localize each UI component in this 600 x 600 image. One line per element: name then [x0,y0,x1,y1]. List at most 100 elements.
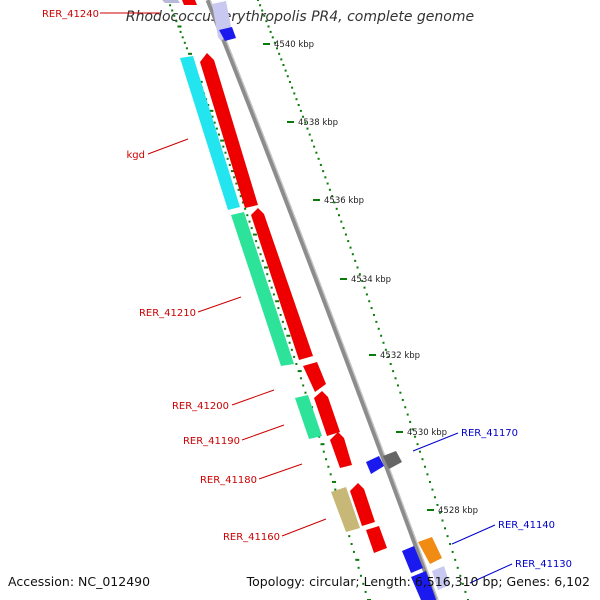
inner-ring-dot [217,133,220,136]
inner-ring-dot [270,286,273,289]
accession-label: Accession: NC_012490 [8,574,151,589]
inner-ring-dot [248,220,251,223]
inner-ring-dot [268,279,271,282]
outer-ring-dot [291,86,294,89]
outer-ring-dot [358,273,361,276]
inner-ring-dot [352,550,355,553]
gene-arrow[interactable] [295,395,322,439]
gene-arrow[interactable] [180,56,240,210]
gene-label[interactable]: RER_41200 [172,401,229,412]
gene-arrow[interactable] [366,456,384,474]
inner-ring-dot [293,355,296,358]
gene-label[interactable]: kgd [127,150,146,161]
gene-label[interactable]: RER_41180 [200,475,257,486]
inner-ring-dot [325,458,328,461]
outer-ring-dot [382,341,385,344]
gene-arrow[interactable] [162,0,180,3]
inner-ring-dot [179,30,182,33]
outer-ring-dot [419,450,422,453]
outer-ring-dot [315,151,318,154]
outer-ring-dot [365,293,368,296]
genome-backbone [205,0,439,600]
gene-arrow[interactable] [231,212,294,366]
inner-ring-dot [295,362,298,365]
inner-ring-dot [286,334,291,337]
outer-ring-dot [347,240,350,243]
outer-ring-dot [370,307,373,310]
gene-arrow[interactable] [331,487,360,532]
scale-tick-mark [313,199,320,201]
scale-tick-label: 4540 kbp [274,40,314,50]
scale-tick-mark [396,431,403,433]
gene-label[interactable]: RER_41170 [461,428,518,439]
inner-ring-dot [279,313,282,316]
outer-ring-dot [261,9,264,12]
scale-tick-mark [287,121,294,123]
gene-arrow[interactable] [432,566,450,590]
gene-label[interactable]: RER_41130 [515,559,572,570]
outer-ring-dot [461,582,464,585]
outer-ring-dot [421,458,424,461]
outer-ring-dot [349,246,352,249]
outer-ring-dot [306,127,309,130]
gene-label[interactable]: RER_41160 [223,532,280,543]
inner-ring-dot [215,127,218,130]
outer-ring-dot [257,0,259,1]
reverse-strand-genes [162,0,387,553]
outer-ring-dot [310,139,313,142]
gene-arrow[interactable] [200,53,258,208]
gene-label[interactable]: RER_41240 [42,9,99,20]
outer-ring-dot [340,220,343,223]
outer-ring-dot [404,406,407,409]
inner-ring-dot [224,151,227,154]
outer-ring-dot [284,69,287,72]
gene-label[interactable]: RER_41140 [498,520,555,531]
inner-ring-dot [246,214,249,217]
outer-ring-dot [356,266,359,269]
gene-arrow[interactable] [314,391,340,436]
outer-ring-dot [444,527,447,530]
gene-arrow[interactable] [418,537,442,564]
gene-arrow[interactable] [219,27,236,41]
gene-label[interactable]: RER_41210 [139,308,196,319]
gene-arrow[interactable] [411,571,436,600]
outer-ring-dot [361,279,364,282]
inner-ring-dot [173,14,176,17]
outer-ring-dot [438,511,441,514]
inner-ring-dot [255,240,258,243]
gene-arrow[interactable] [251,208,313,360]
outer-ring-dot [333,201,336,204]
outer-ring-dot [338,214,341,217]
outer-ring-dot [344,233,347,236]
outer-ring-dot [401,398,404,401]
inner-ring-dot [290,348,293,351]
gene-arrow[interactable] [182,0,197,5]
inner-ring-dot [175,20,178,23]
inner-ring-dot [264,266,268,269]
gene-arrow[interactable] [330,432,352,468]
inner-ring-dot [275,300,280,303]
gene-label[interactable]: RER_41190 [183,436,240,447]
inner-ring-dot [171,9,174,12]
outer-ring-dot [308,133,311,136]
outer-ring-dot [297,104,300,107]
gene-arrow[interactable] [402,546,423,573]
outer-ring-dot [280,58,283,61]
outer-ring-dot [331,195,334,198]
gene-arrow[interactable] [383,451,402,469]
inner-ring-dot [266,273,269,276]
label-connectors [100,12,513,584]
inner-ring-dot [181,36,184,39]
gene-arrow[interactable] [303,362,326,392]
outer-ring-dot [449,543,452,546]
outer-ring-dot [423,465,426,468]
outer-ring-dot [293,92,296,95]
scale-tick-label: 4534 kbp [351,275,391,285]
gene-arrow[interactable] [366,526,387,553]
outer-ring-dot [326,182,329,185]
gene-arrow[interactable] [350,483,375,526]
inner-ring-dot [235,182,238,185]
inner-ring-dot [188,52,193,55]
outer-ring-dot [328,188,331,191]
